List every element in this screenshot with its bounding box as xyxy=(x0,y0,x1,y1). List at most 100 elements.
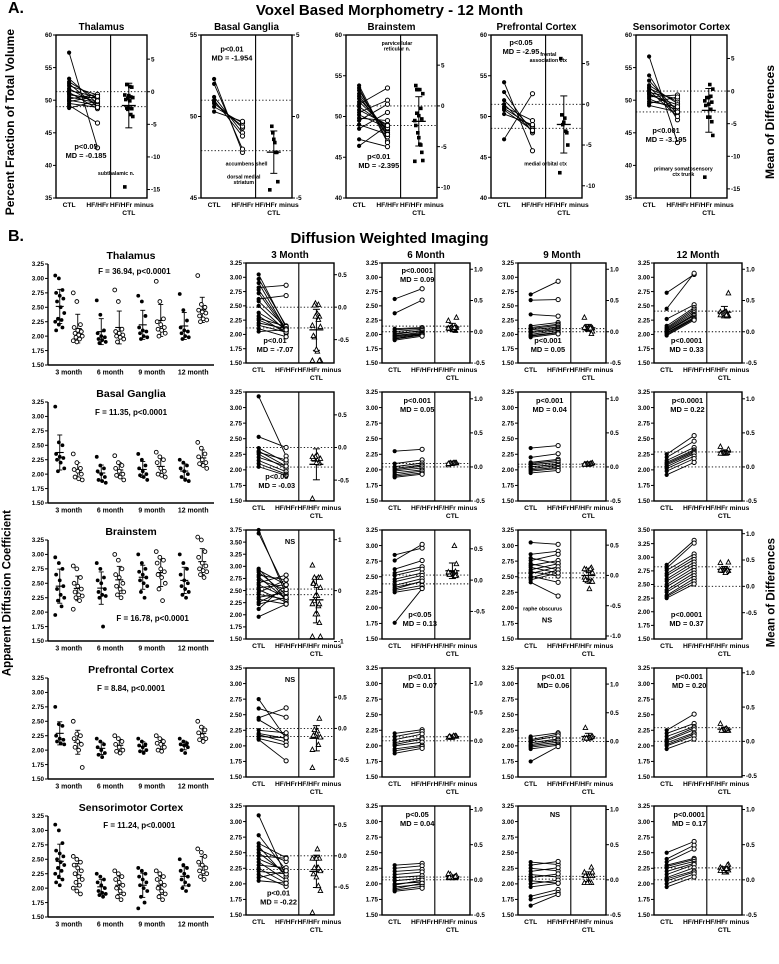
svg-text:NS: NS xyxy=(285,675,295,684)
plot-b-thalamus-6-month: 1.50 1.75 2.00 2.25 2.50 2.75 3.00 3.25 1.0 0.5 0.… xyxy=(366,250,486,382)
svg-text:p<0.01: p<0.01 xyxy=(220,44,243,53)
svg-text:CTL: CTL xyxy=(582,651,595,658)
svg-text:MD = 0.07: MD = 0.07 xyxy=(403,681,437,690)
panel-b-header: B. Diffusion Weighted Imaging xyxy=(0,228,779,248)
svg-text:HF/HFr: HF/HFr xyxy=(547,505,570,512)
svg-text:3.00: 3.00 xyxy=(502,681,515,688)
svg-text:p<0.05: p<0.05 xyxy=(509,38,532,47)
svg-text:2.00: 2.00 xyxy=(230,881,243,888)
svg-text:0.5: 0.5 xyxy=(746,298,755,305)
svg-text:HF/HFr: HF/HFr xyxy=(547,643,570,650)
svg-text:1.75: 1.75 xyxy=(366,897,379,904)
svg-text:CTL: CTL xyxy=(252,643,265,650)
svg-text:35: 35 xyxy=(624,195,632,202)
svg-text:reticular n.: reticular n. xyxy=(383,47,410,53)
svg-text:9 month: 9 month xyxy=(138,508,165,515)
svg-text:3.25: 3.25 xyxy=(32,537,45,544)
svg-text:CTL: CTL xyxy=(718,789,731,796)
svg-text:p<0.01: p<0.01 xyxy=(263,336,286,345)
svg-text:CTL: CTL xyxy=(660,505,673,512)
svg-text:1.50: 1.50 xyxy=(32,914,45,921)
svg-text:p<0.01: p<0.01 xyxy=(542,672,565,681)
svg-text:MD = 0.05: MD = 0.05 xyxy=(531,345,565,354)
svg-text:3.25: 3.25 xyxy=(366,389,379,396)
svg-text:1.50: 1.50 xyxy=(502,360,515,367)
svg-text:1.75: 1.75 xyxy=(230,346,243,353)
svg-text:CTL: CTL xyxy=(446,789,459,796)
svg-text:2.00: 2.00 xyxy=(638,332,651,339)
svg-text:Thalamus: Thalamus xyxy=(106,250,155,262)
svg-text:-10: -10 xyxy=(441,185,451,192)
svg-text:MD= 0.06: MD= 0.06 xyxy=(537,681,569,690)
svg-text:p<0.001: p<0.001 xyxy=(652,126,679,135)
svg-text:2.00: 2.00 xyxy=(638,609,651,616)
svg-text:2.75: 2.75 xyxy=(32,566,45,573)
svg-text:HF/HFr minus: HF/HFr minus xyxy=(705,781,749,788)
svg-text:MD = -7.07: MD = -7.07 xyxy=(257,345,294,354)
svg-text:0.0: 0.0 xyxy=(610,329,619,336)
svg-text:1.50: 1.50 xyxy=(366,774,379,781)
svg-text:1.75: 1.75 xyxy=(230,624,243,631)
svg-text:HF/HFr: HF/HFr xyxy=(547,781,570,788)
svg-text:p<0.05: p<0.05 xyxy=(406,810,429,819)
svg-text:1.50: 1.50 xyxy=(230,360,243,367)
plot-b-brainstem-9-month: 1.50 1.75 2.00 2.25 2.50 2.75 3.00 3.25 0.5 0.0 -0… xyxy=(502,527,622,658)
svg-text:2.00: 2.00 xyxy=(366,743,379,750)
svg-text:0.0: 0.0 xyxy=(474,329,483,336)
svg-text:HF/HFr: HF/HFr xyxy=(683,505,706,512)
svg-text:2.50: 2.50 xyxy=(366,712,379,719)
svg-text:HF/HFr minus: HF/HFr minus xyxy=(705,505,749,512)
plot-b-brainstem-3-month: 1.50 1.75 2.00 2.25 2.50 2.75 3.00 3.25 3.50 3.75… xyxy=(230,527,344,658)
svg-text:3.25: 3.25 xyxy=(230,803,243,810)
svg-text:CTL: CTL xyxy=(252,505,265,512)
svg-text:Brainstem: Brainstem xyxy=(367,22,415,33)
svg-text:3.50: 3.50 xyxy=(230,539,243,546)
svg-text:2.50: 2.50 xyxy=(502,574,515,581)
svg-text:2.25: 2.25 xyxy=(230,600,243,607)
svg-text:F = 16.78, p<0.0001: F = 16.78, p<0.0001 xyxy=(116,614,189,623)
svg-text:2.50: 2.50 xyxy=(230,436,243,443)
svg-text:50: 50 xyxy=(334,114,342,121)
svg-text:40: 40 xyxy=(624,163,632,170)
svg-text:ctx trunk: ctx trunk xyxy=(672,172,694,178)
svg-text:3.00: 3.00 xyxy=(230,564,243,571)
svg-text:1.50: 1.50 xyxy=(32,500,45,507)
svg-text:2.75: 2.75 xyxy=(502,558,515,565)
svg-text:raphe obscurus: raphe obscurus xyxy=(523,607,562,613)
svg-text:CTL: CTL xyxy=(582,927,595,934)
plot-b-sensorimotor-cortex-6-month: 1.50 1.75 2.00 2.25 2.50 2.75 3.00 3.25 1.0 0.5 0.… xyxy=(366,803,486,934)
svg-text:3.25: 3.25 xyxy=(366,527,379,534)
svg-text:MD = -3.195: MD = -3.195 xyxy=(645,135,686,144)
svg-text:1.0: 1.0 xyxy=(746,807,755,814)
panel-b-y-axis-label: Apparent Diffusion Coefficient xyxy=(1,509,14,677)
svg-text:1.0: 1.0 xyxy=(610,396,619,403)
svg-text:2.75: 2.75 xyxy=(638,834,651,841)
svg-text:0.5: 0.5 xyxy=(610,542,619,549)
svg-text:CTL: CTL xyxy=(446,375,459,382)
svg-text:p<0.001: p<0.001 xyxy=(534,336,561,345)
svg-text:1.0: 1.0 xyxy=(474,807,483,814)
svg-text:CTL: CTL xyxy=(388,367,401,374)
svg-text:F = 8.84, p<0.0001: F = 8.84, p<0.0001 xyxy=(97,684,166,693)
svg-text:9 Month: 9 Month xyxy=(543,250,581,261)
svg-text:0.0: 0.0 xyxy=(338,726,347,733)
plot-b-prefrontal-cortex-timeline: 1.50 1.75 2.00 2.25 2.50 2.75 3.00 3.25 3 month 6… xyxy=(32,664,214,791)
svg-text:-5: -5 xyxy=(441,144,447,151)
svg-text:1.0: 1.0 xyxy=(610,266,619,273)
svg-text:-0.5: -0.5 xyxy=(338,757,349,764)
svg-text:6 month: 6 month xyxy=(97,646,124,653)
svg-text:3.25: 3.25 xyxy=(32,813,45,820)
svg-text:p<0.01: p<0.01 xyxy=(367,152,390,161)
svg-text:0: 0 xyxy=(586,101,590,108)
svg-text:HF/HFr: HF/HFr xyxy=(411,781,434,788)
svg-text:0: 0 xyxy=(296,114,300,121)
svg-text:HF/HFr minus: HF/HFr minus xyxy=(705,643,749,650)
svg-text:2.00: 2.00 xyxy=(638,467,651,474)
svg-text:CTL: CTL xyxy=(122,210,135,217)
svg-text:HF/HFr minus: HF/HFr minus xyxy=(109,202,153,209)
svg-text:HF/HFr: HF/HFr xyxy=(547,919,570,926)
svg-text:NS: NS xyxy=(285,537,295,546)
svg-text:-0.5: -0.5 xyxy=(610,498,621,505)
svg-text:-0.5: -0.5 xyxy=(610,360,621,367)
